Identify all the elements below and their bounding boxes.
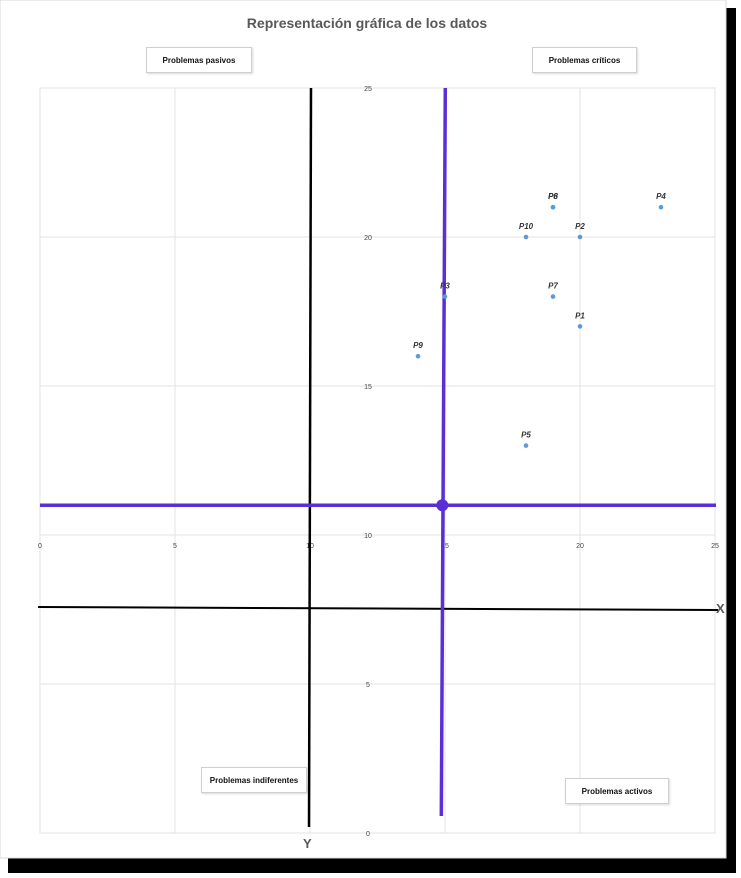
x-tick-label: 20 (576, 543, 584, 550)
x-tick-label: 5 (173, 543, 177, 550)
data-point (523, 234, 529, 240)
center-point (436, 499, 449, 512)
y-tick-label: 0 (366, 831, 370, 838)
data-point-label: P1 (575, 311, 585, 320)
data-points: P1 P2 P3 P4 P5 P6 P7 P8 P9 P10 (413, 192, 666, 448)
quadrant-label-top-left: Problemas pasivos (146, 47, 252, 73)
data-point-label: P6 (548, 192, 558, 201)
axis-x-label: X (716, 601, 725, 616)
data-point (523, 443, 529, 448)
chart-title: Representación gráfica de los datos (247, 15, 488, 31)
data-point-label: P3 (440, 282, 450, 291)
data-point (415, 353, 421, 359)
data-point (442, 294, 448, 299)
frame-shadow-right (724, 8, 736, 868)
data-point-label: P9 (413, 341, 423, 350)
axis-x-line (37, 606, 719, 611)
quadrant-label-bottom-right: Problemas activos (565, 778, 669, 804)
axis-y-line (307, 87, 313, 828)
data-point (550, 204, 556, 210)
axis-y-label: Y (303, 836, 312, 851)
data-point-label: P2 (575, 222, 585, 231)
y-tick-label: 10 (364, 533, 372, 540)
data-point-label: P5 (521, 431, 531, 440)
y-tick-label: 25 (364, 86, 372, 93)
data-point-label: P4 (656, 192, 666, 201)
data-point (550, 294, 556, 299)
center-lines (40, 87, 716, 817)
x-tick-label: 0 (38, 543, 42, 550)
data-point (658, 204, 664, 210)
quadrant-label-top-right: Problemas críticos (532, 47, 637, 73)
y-tick-label: 20 (364, 235, 372, 242)
y-tick-label: 15 (364, 384, 372, 391)
frame-shadow-bottom (8, 856, 736, 873)
center-line-vertical (439, 87, 448, 817)
y-tick-label: 5 (366, 682, 370, 689)
data-point (577, 324, 583, 329)
quadrant-axes (37, 87, 719, 828)
data-point-label: P8 (548, 192, 558, 201)
chart-background (0, 0, 727, 859)
data-point (577, 234, 583, 240)
x-tick-label: 25 (711, 543, 719, 550)
data-point-label: P7 (548, 282, 558, 291)
data-point-label: P10 (519, 222, 534, 231)
quadrant-label-bottom-left: Problemas indiferentes (201, 767, 307, 793)
x-tick-label: 15 (441, 543, 449, 550)
